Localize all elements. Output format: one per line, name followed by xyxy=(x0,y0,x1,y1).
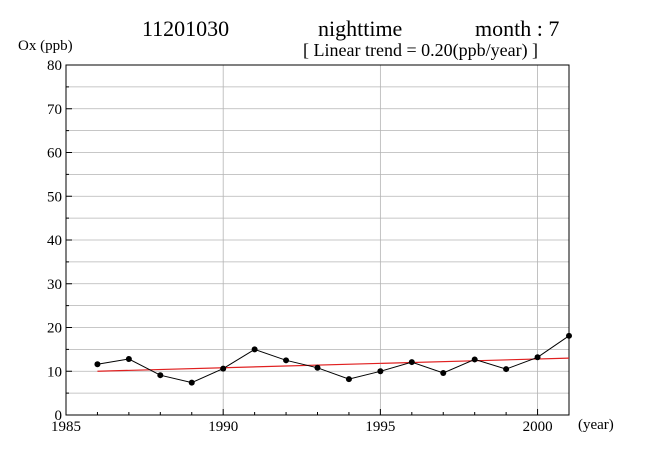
data-point xyxy=(345,376,352,383)
station-code: 11201030 xyxy=(142,16,230,41)
data-point xyxy=(157,372,164,379)
x-axis-label: (year) xyxy=(578,417,614,433)
x-tick-label: 1995 xyxy=(365,419,395,435)
trend-line xyxy=(97,357,570,372)
data-point xyxy=(566,332,572,339)
data-point xyxy=(377,368,384,375)
data-point xyxy=(188,379,195,386)
time-period-label: nighttime xyxy=(318,16,403,41)
data-marks xyxy=(94,332,572,386)
linear-trend-label: [ Linear trend = 0.20(ppb/year) ] xyxy=(303,40,539,60)
y-tick-label: 50 xyxy=(47,189,62,205)
month-label: month : 7 xyxy=(475,16,560,41)
x-tick-label: 2000 xyxy=(523,419,553,435)
data-point xyxy=(94,361,101,368)
y-tick-label: 0 xyxy=(55,408,63,424)
data-point xyxy=(408,359,415,366)
data-point xyxy=(283,357,290,364)
data-point xyxy=(251,346,258,353)
x-tick-label: 1990 xyxy=(208,419,238,435)
data-point xyxy=(471,356,478,363)
y-tick-label: 60 xyxy=(47,146,62,162)
data-point xyxy=(220,365,227,372)
data-point xyxy=(314,364,321,371)
y-tick-label: 20 xyxy=(47,321,62,337)
y-tick-label: 40 xyxy=(47,233,62,249)
y-tick-label: 30 xyxy=(47,277,62,293)
tick-labels: 0 10 20 30 40 50 60 70 80 1985 1990 1995 2000 (year) xyxy=(47,58,614,435)
y-tick-label: 10 xyxy=(47,364,62,380)
data-point xyxy=(503,366,510,373)
data-point xyxy=(534,354,541,361)
x-tick-label: 1985 xyxy=(51,419,81,435)
series-line xyxy=(97,335,570,384)
data-point xyxy=(440,370,447,376)
y-tick-label: 80 xyxy=(47,58,62,74)
axes xyxy=(65,64,570,416)
y-axis-label: Ox (ppb) xyxy=(18,38,73,54)
y-tick-label: 70 xyxy=(47,102,62,118)
grid-lines xyxy=(66,65,569,415)
data-point xyxy=(125,356,132,362)
